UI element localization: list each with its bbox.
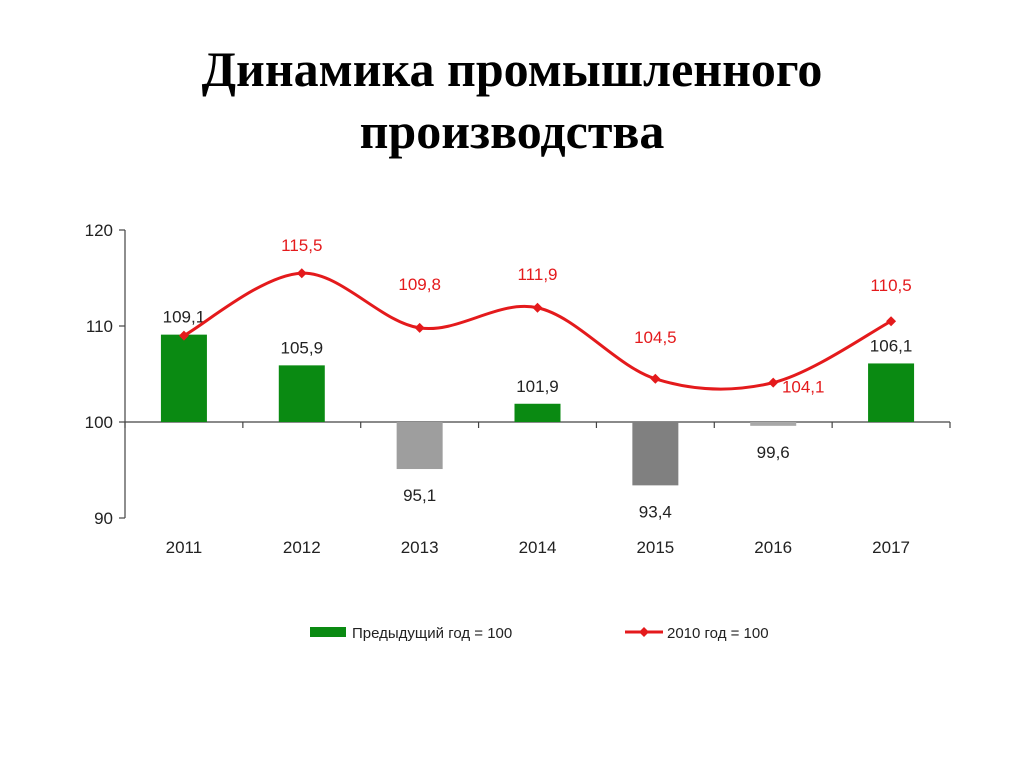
x-tick-label: 2013 — [401, 538, 439, 557]
slide-title-line2: производства — [359, 103, 665, 159]
line-point — [532, 302, 543, 313]
x-tick-label: 2017 — [872, 538, 910, 557]
bar-data-label: 105,9 — [281, 338, 324, 357]
bar — [160, 334, 207, 422]
line-point — [650, 373, 661, 384]
line-point — [886, 316, 897, 327]
legend-label-bars: Предыдущий год = 100 — [352, 625, 512, 642]
bar-data-label: 109,1 — [163, 308, 206, 327]
bar — [396, 422, 443, 470]
bar — [750, 422, 797, 426]
y-tick-label: 120 — [85, 221, 113, 240]
legend-label-line: 2010 год = 100 — [667, 625, 769, 642]
x-tick-label: 2015 — [636, 538, 674, 557]
x-tick-label: 2014 — [519, 538, 557, 557]
x-tick-label: 2011 — [166, 538, 203, 557]
slide-title-line1: Динамика промышленного — [201, 41, 823, 97]
bar — [278, 365, 325, 422]
x-tick-label: 2016 — [754, 538, 792, 557]
line-data-label: 115,5 — [281, 236, 322, 255]
bar — [868, 363, 915, 422]
legend-swatch-bars — [310, 627, 346, 637]
line-point — [296, 268, 307, 279]
line-data-label: 104,5 — [634, 328, 677, 347]
line-point — [768, 377, 779, 388]
line-point — [414, 322, 425, 333]
bar-data-label: 93,4 — [639, 502, 672, 521]
bar — [632, 422, 679, 486]
bar-data-label: 101,9 — [516, 377, 559, 396]
y-tick-label: 100 — [85, 413, 113, 432]
bar — [514, 403, 561, 422]
line-data-label: 109,8 — [398, 275, 441, 294]
line-data-label: 104,1 — [782, 378, 825, 397]
bar-data-label: 99,6 — [757, 443, 790, 462]
slide-title: Динамика промышленного производства — [0, 38, 1024, 162]
legend-swatch-marker — [639, 627, 649, 637]
bar-data-label: 95,1 — [403, 486, 436, 505]
y-tick-label: 110 — [86, 317, 113, 336]
y-tick-label: 90 — [94, 509, 113, 528]
line-data-label: 110,5 — [870, 276, 911, 295]
bar-data-label: 106,1 — [870, 336, 913, 355]
x-tick-label: 2012 — [283, 538, 321, 557]
line-point — [178, 330, 189, 341]
line-data-label: 111,9 — [517, 265, 557, 284]
